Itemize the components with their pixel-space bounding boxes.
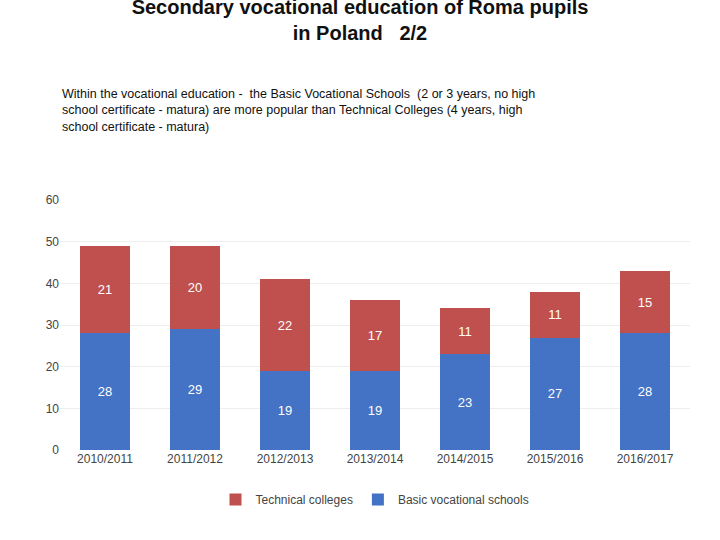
- svg-text:27: 27: [548, 386, 562, 401]
- svg-text:0: 0: [52, 443, 59, 457]
- svg-text:2012/2013: 2012/2013: [257, 452, 314, 466]
- svg-text:28: 28: [98, 384, 112, 399]
- svg-text:22: 22: [278, 318, 292, 333]
- svg-text:2014/2015: 2014/2015: [437, 452, 494, 466]
- svg-text:Within the vocational educatio: Within the vocational education - the Ba…: [62, 87, 535, 134]
- svg-text:11: 11: [458, 324, 472, 339]
- svg-text:2010/2011: 2010/2011: [77, 452, 133, 466]
- svg-text:30: 30: [46, 318, 60, 332]
- svg-text:28: 28: [638, 384, 652, 399]
- svg-text:Technical colleges: Technical colleges: [256, 493, 353, 507]
- svg-text:17: 17: [368, 328, 382, 343]
- svg-text:19: 19: [278, 403, 292, 418]
- svg-text:20: 20: [46, 360, 60, 374]
- svg-text:20: 20: [188, 280, 202, 295]
- svg-text:2011/2012: 2011/2012: [167, 452, 223, 466]
- svg-text:2015/2016: 2015/2016: [527, 452, 584, 466]
- svg-text:21: 21: [98, 282, 112, 297]
- svg-text:19: 19: [368, 403, 382, 418]
- svg-text:50: 50: [46, 235, 60, 249]
- svg-text:Secondary vocational education: Secondary vocational education of Roma p…: [132, 0, 589, 44]
- svg-text:15: 15: [638, 295, 652, 310]
- svg-text:23: 23: [458, 395, 472, 410]
- svg-text:60: 60: [46, 193, 60, 207]
- svg-text:2016/2017: 2016/2017: [617, 452, 674, 466]
- svg-text:29: 29: [188, 382, 202, 397]
- svg-text:40: 40: [46, 277, 60, 291]
- svg-text:2013/2014: 2013/2014: [347, 452, 404, 466]
- svg-text:10: 10: [46, 402, 60, 416]
- svg-text:11: 11: [548, 307, 562, 322]
- svg-text:Basic vocational schools: Basic vocational schools: [398, 493, 529, 507]
